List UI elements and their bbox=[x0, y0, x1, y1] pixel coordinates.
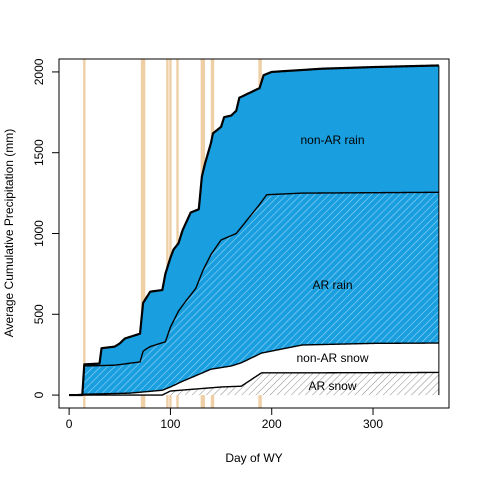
y-tick-label: 1500 bbox=[32, 139, 46, 166]
area-labels: non-AR rain AR rain non-AR snow AR snow bbox=[296, 133, 368, 393]
y-tick-label: 1000 bbox=[32, 220, 46, 247]
area-fills bbox=[69, 65, 439, 396]
line-ar-snow bbox=[69, 371, 439, 396]
ar-event-bar bbox=[142, 59, 146, 408]
y-tick-label: 0 bbox=[32, 391, 46, 398]
ar-event-bar bbox=[176, 59, 179, 408]
area-non-ar-rain bbox=[69, 65, 439, 396]
ar-event-bar bbox=[166, 59, 169, 408]
area-boundaries bbox=[69, 64, 440, 397]
x-tick-label: 300 bbox=[363, 417, 383, 431]
x-tick-label: 0 bbox=[66, 417, 73, 431]
area-label: AR snow bbox=[308, 379, 356, 393]
area-label: non-AR rain bbox=[300, 133, 364, 147]
area-ar-rain bbox=[69, 192, 439, 396]
ar-event-bar bbox=[169, 59, 172, 408]
y-tick-label: 2000 bbox=[32, 58, 46, 85]
x-tick-label: 100 bbox=[160, 417, 180, 431]
line-non-ar-snow bbox=[69, 342, 439, 396]
area-label: AR rain bbox=[312, 278, 352, 292]
y-axis: 0 500 1000 1500 2000 bbox=[32, 58, 60, 398]
area-non-ar-snow bbox=[69, 343, 439, 396]
line-ar-rain bbox=[69, 191, 439, 396]
area-ar-snow bbox=[69, 372, 439, 396]
y-axis-title: Average Cumulative Precipitation (mm) bbox=[2, 129, 16, 338]
x-tick-label: 200 bbox=[262, 417, 282, 431]
ar-event-bar bbox=[83, 59, 86, 408]
x-axis-title: Day of WY bbox=[225, 451, 282, 465]
x-axis: 0 100 200 300 bbox=[66, 407, 383, 431]
y-tick-label: 500 bbox=[32, 304, 46, 324]
line-non-ar-rain bbox=[69, 64, 439, 397]
area-label: non-AR snow bbox=[296, 351, 368, 365]
